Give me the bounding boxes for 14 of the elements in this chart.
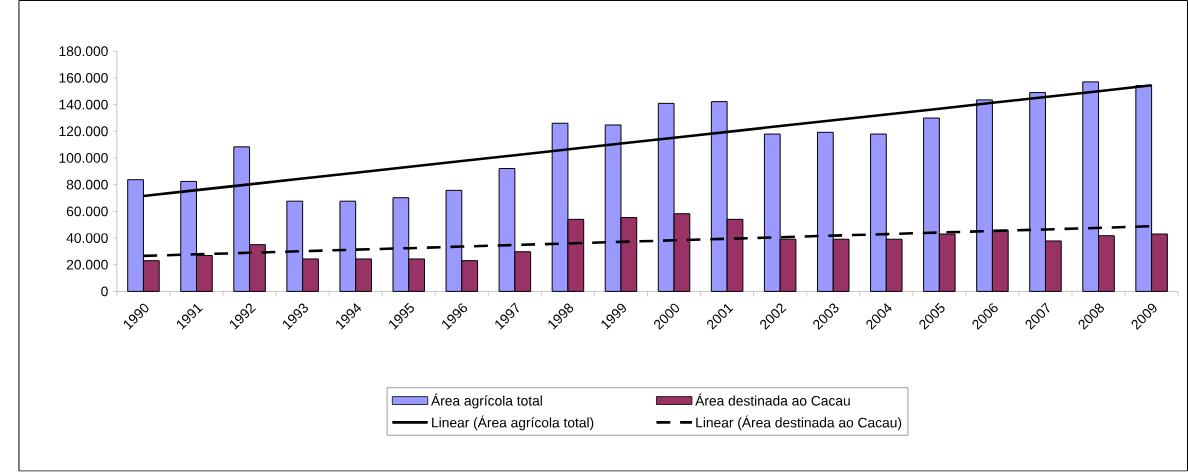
y-tick-label: 0 xyxy=(101,286,108,297)
y-tick-label: 20.000 xyxy=(66,260,108,270)
legend-label: Linear (Área destinada ao Cacau) xyxy=(696,415,902,431)
y-tick-label: 80.000 xyxy=(66,179,108,190)
legend-label: Área agrícola total xyxy=(431,393,542,409)
y-tick-label: 100.000 xyxy=(59,153,108,164)
legend-label: Área destinada ao Cacau xyxy=(695,393,850,406)
y-tick-label: 40.000 xyxy=(66,233,108,244)
y-tick-label: 140.000 xyxy=(59,99,108,110)
y-tick-label: 160.000 xyxy=(59,73,108,83)
legend-label: Linear (Área agrícola total) xyxy=(432,415,594,431)
y-tick-label: 120.000 xyxy=(59,126,108,137)
y-tick-label: 60.000 xyxy=(66,206,108,217)
y-tick-label: 180.000 xyxy=(59,46,108,57)
